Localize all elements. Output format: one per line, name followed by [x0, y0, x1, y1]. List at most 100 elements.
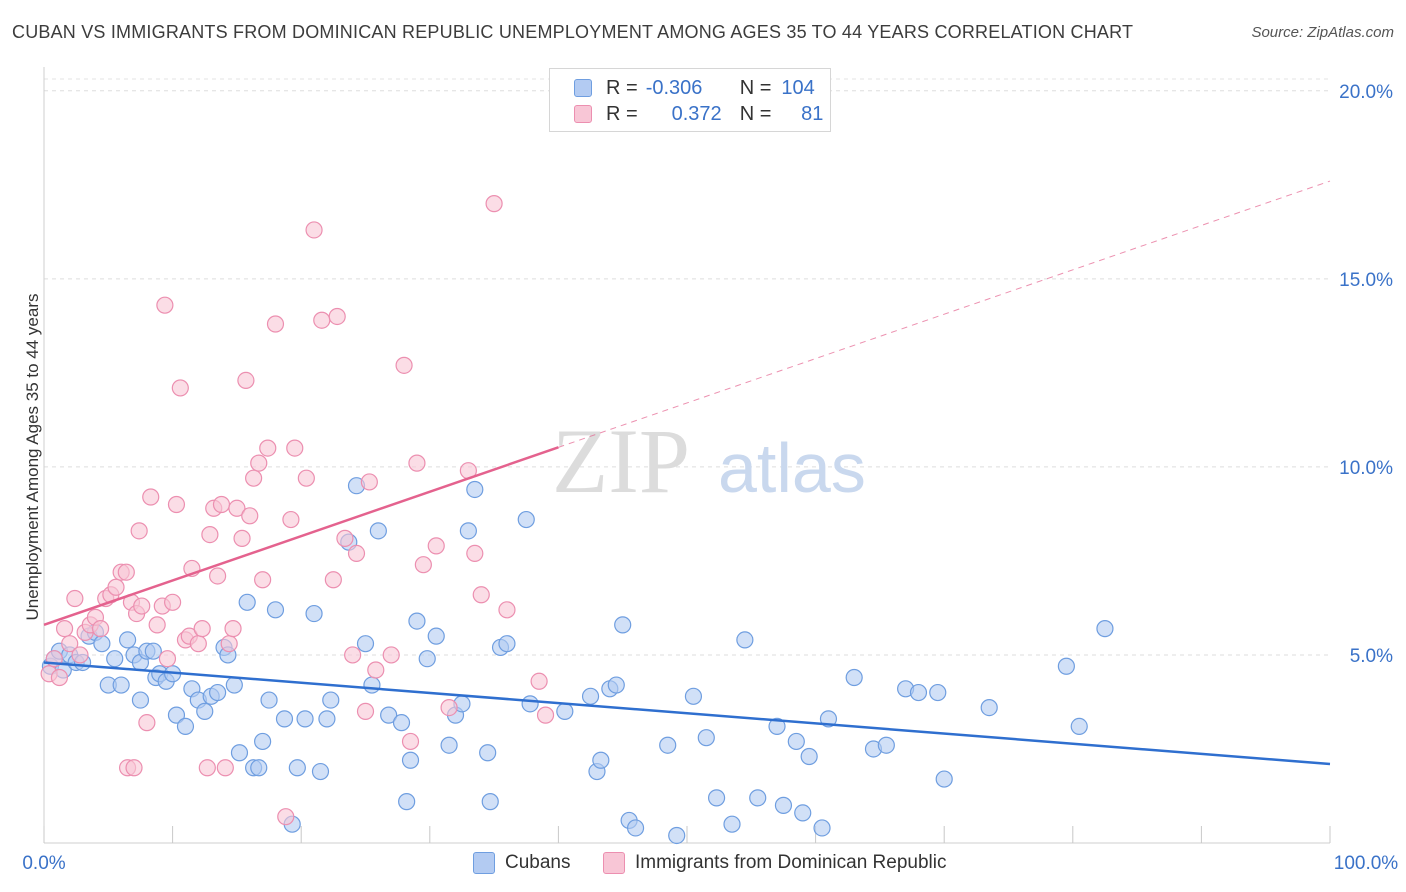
- point-cubans: [427, 627, 445, 645]
- point-dominican: [156, 296, 174, 314]
- point-cubans: [935, 770, 953, 788]
- bottom-legend-dominican: Immigrants from Dominican Republic: [603, 852, 947, 874]
- trend-lines: [43, 446, 1331, 766]
- point-cubans: [176, 717, 195, 736]
- bottom-legend-swatch-cubans: [473, 852, 495, 874]
- point-dominican: [305, 221, 323, 239]
- point-cubans: [626, 819, 645, 837]
- point-cubans: [980, 699, 998, 717]
- legend: R = -0.306 N = 104 R = 0.372 N = 81: [549, 68, 831, 132]
- point-cubans: [260, 691, 278, 709]
- point-cubans: [521, 695, 539, 713]
- point-cubans: [305, 604, 323, 623]
- point-cubans: [813, 819, 831, 837]
- point-cubans: [697, 729, 715, 747]
- point-dominican: [313, 311, 331, 329]
- point-dominican: [228, 499, 246, 517]
- point-dominican: [133, 597, 151, 615]
- point-cubans: [723, 815, 741, 833]
- source-label: Source: ZipAtlas.com: [1251, 24, 1394, 41]
- point-cubans: [167, 706, 186, 724]
- point-dominican: [277, 808, 295, 826]
- point-cubans: [479, 744, 497, 762]
- point-dominican: [266, 315, 285, 333]
- point-cubans: [440, 736, 458, 754]
- point-cubans: [581, 687, 600, 705]
- point-dominican: [245, 469, 263, 487]
- point-dominican: [201, 525, 219, 544]
- point-dominican: [259, 439, 277, 457]
- point-cubans: [498, 635, 516, 653]
- point-cubans: [787, 732, 805, 751]
- point-cubans: [592, 751, 610, 769]
- point-cubans: [659, 736, 677, 754]
- point-cubans: [118, 631, 137, 649]
- point-dominican: [189, 635, 207, 653]
- point-cubans: [1096, 620, 1114, 638]
- point-dominican: [193, 620, 211, 638]
- point-cubans: [401, 751, 420, 769]
- point-dominican: [130, 522, 148, 540]
- legend-row-cubans: R = -0.306 N = 104: [574, 75, 815, 101]
- trend-extension-dominican: [558, 180, 1331, 448]
- point-dominican: [336, 529, 354, 547]
- point-cubans: [356, 635, 375, 653]
- point-dominican: [50, 668, 69, 687]
- point-cubans: [668, 826, 686, 845]
- point-cubans: [266, 601, 285, 619]
- point-cubans: [800, 747, 818, 766]
- trend-line-cubans: [43, 661, 1331, 766]
- point-dominican: [224, 620, 242, 638]
- point-dominican: [71, 646, 89, 664]
- point-cubans: [408, 612, 426, 630]
- x-tick-label: 100.0%: [1334, 853, 1399, 874]
- point-cubans: [517, 510, 535, 529]
- point-cubans: [318, 710, 336, 728]
- point-dominican: [233, 529, 251, 547]
- watermark: ZIP atlas: [552, 410, 866, 512]
- point-cubans: [254, 732, 272, 751]
- point-dominican: [212, 495, 231, 514]
- point-dominican: [360, 473, 378, 491]
- point-dominican: [440, 699, 458, 717]
- point-dominican: [536, 706, 555, 724]
- y-tick-label: 15.0%: [1339, 270, 1393, 291]
- x-tick-label: 0.0%: [22, 853, 65, 874]
- point-cubans: [275, 710, 294, 728]
- point-dominican: [530, 672, 548, 690]
- point-dominican: [61, 635, 79, 653]
- point-dominican: [382, 646, 400, 664]
- point-cubans: [481, 793, 499, 811]
- legend-r-value: -0.306: [645, 76, 703, 99]
- axes: [43, 67, 1331, 844]
- point-dominican: [209, 567, 227, 585]
- y-axis-label: Unemployment Among Ages 35 to 44 years: [23, 294, 42, 621]
- point-dominican: [198, 759, 216, 777]
- y-tick-label: 20.0%: [1339, 82, 1393, 103]
- point-dominican: [395, 356, 413, 374]
- point-cubans: [684, 687, 703, 705]
- point-cubans: [556, 702, 574, 720]
- point-cubans: [392, 714, 411, 732]
- point-cubans: [296, 710, 314, 728]
- point-dominican: [297, 469, 315, 487]
- point-dominican: [66, 589, 84, 608]
- point-dominican: [237, 371, 255, 389]
- point-dominican: [167, 495, 186, 514]
- point-dominican: [408, 454, 426, 472]
- legend-r-label: R =: [606, 76, 638, 99]
- point-dominican: [254, 571, 272, 589]
- point-dominican: [148, 616, 166, 634]
- point-cubans: [144, 642, 162, 660]
- y-tick-label: 10.0%: [1339, 458, 1393, 479]
- point-dominican: [485, 195, 503, 213]
- point-dominican: [55, 620, 74, 638]
- point-dominican: [107, 578, 125, 596]
- point-cubans: [369, 522, 387, 540]
- point-dominican: [138, 714, 156, 732]
- point-dominican: [282, 510, 300, 529]
- legend-swatch-cubans: [574, 79, 592, 97]
- point-cubans: [311, 762, 330, 781]
- tick-labels: 5.0% 10.0% 15.0% 20.0% 0.0% 100.0%: [22, 82, 1398, 874]
- watermark-atlas: atlas: [718, 429, 866, 507]
